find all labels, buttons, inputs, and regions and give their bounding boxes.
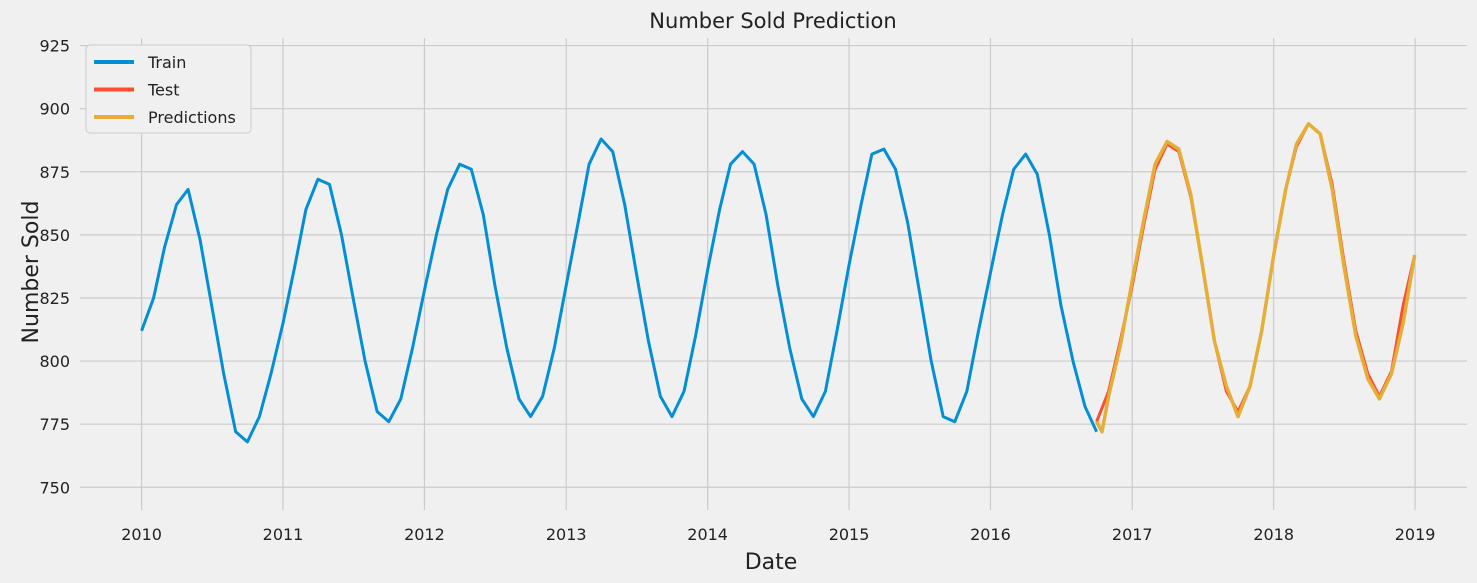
y-axis-title: Number Sold (19, 201, 44, 344)
x-tick-label: 2019 (1395, 525, 1436, 544)
x-tick-label: 2016 (970, 525, 1011, 544)
x-tick-label: 2013 (546, 525, 587, 544)
chart-title: Number Sold Prediction (649, 9, 896, 33)
x-tick-label: 2010 (121, 525, 162, 544)
y-tick-label: 825 (39, 289, 70, 308)
y-tick-label: 800 (39, 352, 70, 371)
y-tick-label: 750 (39, 478, 70, 497)
y-tick-label: 775 (39, 415, 70, 434)
x-tick-label: 2015 (829, 525, 870, 544)
x-tick-label: 2014 (687, 525, 728, 544)
series-layer (140, 122, 1417, 444)
series-train-line (140, 137, 1098, 444)
y-tick-label: 875 (39, 163, 70, 182)
legend-label-test: Test (147, 81, 180, 100)
x-tick-label: 2017 (1112, 525, 1153, 544)
x-tick-label: 2012 (404, 525, 445, 544)
legend-label-train: Train (147, 53, 186, 72)
series-predictions-line (1095, 122, 1417, 434)
legend-box (85, 44, 252, 134)
x-tick-label: 2018 (1253, 525, 1294, 544)
y-tick-label: 850 (39, 226, 70, 245)
y-tick-label: 925 (39, 37, 70, 56)
y-tick-label: 900 (39, 100, 70, 119)
x-tick-label: 2011 (263, 525, 304, 544)
x-axis-title: Date (745, 550, 798, 575)
legend-label-predictions: Predictions (148, 108, 236, 127)
grid (80, 38, 1467, 510)
x-axis-ticks: 2010 2011 2012 2013 2014 2015 2016 2017 2018 2019 (121, 525, 1435, 544)
y-axis-ticks: 750 775 800 825 850 875 900 925 (39, 37, 70, 498)
legend: Train Test Predictions (85, 44, 252, 134)
